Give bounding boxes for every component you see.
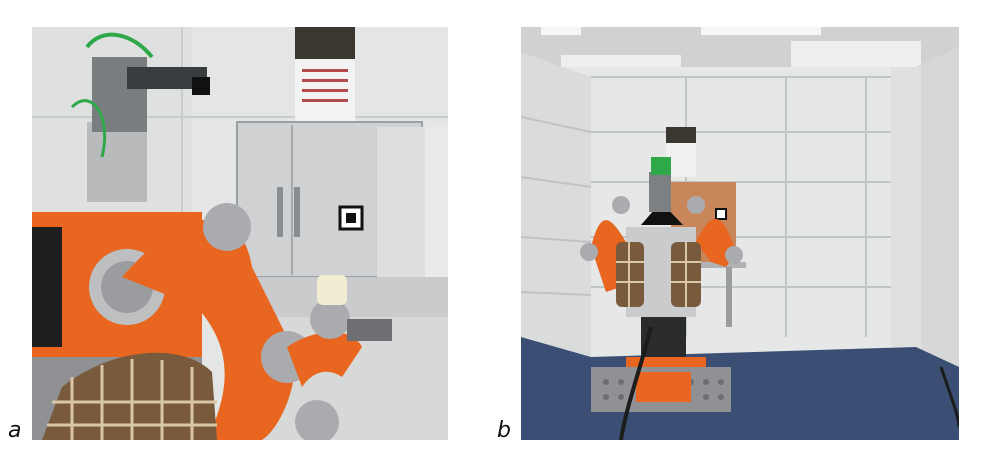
robot-room-illustration (521, 27, 959, 440)
panel-label-b: b (497, 418, 511, 443)
robot-closeup-illustration (32, 27, 448, 440)
panel-label-a: a (8, 418, 22, 443)
photo-panel-a (32, 27, 448, 440)
photo-panel-b (521, 27, 959, 440)
